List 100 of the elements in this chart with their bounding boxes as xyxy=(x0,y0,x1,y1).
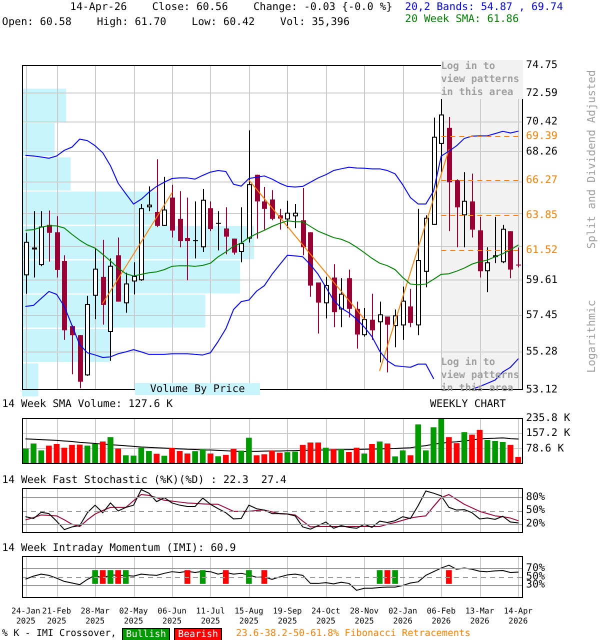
bar xyxy=(469,434,475,464)
x-tick-label: 28-Nov 2025 xyxy=(350,606,379,626)
bar xyxy=(38,450,44,464)
candlestick xyxy=(316,282,321,334)
bar xyxy=(184,453,190,464)
bar xyxy=(376,442,383,464)
y-tick-label: 157.2 K xyxy=(526,427,571,440)
candlestick xyxy=(208,200,213,232)
bar xyxy=(392,456,398,464)
candlestick xyxy=(285,200,290,229)
bar xyxy=(238,450,244,464)
bar xyxy=(246,438,252,464)
ref-line-label: 69.39 xyxy=(526,130,558,142)
bar xyxy=(415,424,422,464)
y-tick-label: 57.45 xyxy=(526,309,558,322)
candlestick xyxy=(147,186,152,212)
x-tick-label: 24-Oct 2025 xyxy=(311,606,340,626)
bar xyxy=(146,450,152,464)
chart-subtitle: Open: 60.58 High: 61.70 Low: 60.42 Vol: 35,396 xyxy=(2,16,350,28)
text: 20 Week SMA: 61.86 xyxy=(405,13,520,25)
bar xyxy=(22,448,29,464)
bar xyxy=(476,430,483,464)
bar xyxy=(315,442,322,464)
y-tick-label: 80% xyxy=(526,490,546,503)
x-tick-label: 13-Mar 2026 xyxy=(465,606,494,626)
bar xyxy=(338,449,344,464)
bar xyxy=(322,448,329,464)
y-tick-label: 68.26 xyxy=(526,145,558,158)
bar xyxy=(369,444,375,464)
text: WEEKLY CHART xyxy=(430,398,506,410)
text: Logarithmic xyxy=(585,300,598,373)
bar xyxy=(176,450,183,464)
bar xyxy=(500,442,506,464)
y-tick-label: 78.6 K xyxy=(526,442,565,454)
candlestick xyxy=(485,246,490,293)
text: Volume By Price xyxy=(135,383,260,395)
bar xyxy=(508,444,514,464)
ref-line-label: 61.52 xyxy=(526,244,558,256)
bar xyxy=(115,448,122,464)
bar xyxy=(69,444,75,464)
candlestick xyxy=(193,200,198,259)
x-tick-label: 11-Jul 2025 xyxy=(196,606,226,626)
y-axis-title: Split and Dividend Adjusted xyxy=(585,70,598,249)
bar xyxy=(138,448,144,464)
candlestick xyxy=(216,210,221,251)
candlestick xyxy=(401,286,406,340)
y-tick-label: 50% xyxy=(526,504,546,516)
candlestick xyxy=(462,172,467,248)
candlestick xyxy=(516,247,521,268)
y-tick-label: 53.12 xyxy=(526,383,558,396)
y-tick-label: 20% xyxy=(526,518,546,530)
y-tick-label: 235.8 K xyxy=(526,412,571,424)
bar xyxy=(30,443,36,464)
candlestick xyxy=(339,278,344,328)
x-tick-label: 21-Feb 2025 xyxy=(42,606,72,626)
x-tick-label: 28-Mar 2025 xyxy=(80,606,110,626)
x-tick-label: 24-Jan 2025 xyxy=(11,606,40,626)
bar xyxy=(276,452,283,464)
bar xyxy=(192,451,198,464)
candlestick xyxy=(162,176,167,226)
bar xyxy=(108,437,114,464)
x-tick-label: 06-Feb 2026 xyxy=(426,606,456,626)
bar xyxy=(438,418,444,464)
candlestick xyxy=(178,190,183,248)
bar xyxy=(130,456,136,464)
bar xyxy=(254,455,260,464)
y-tick-label: 70.42 xyxy=(526,116,558,128)
bar xyxy=(461,432,468,464)
text: 20,2 Bands: 54.87 , 69.74 xyxy=(405,1,564,13)
bar xyxy=(269,450,275,464)
bar xyxy=(422,450,429,464)
text: Bearish xyxy=(174,628,222,640)
candlestick xyxy=(124,272,129,314)
bar xyxy=(400,450,406,464)
candlestick xyxy=(224,206,229,255)
candlestick xyxy=(262,186,267,230)
ref-line-label: 66.27 xyxy=(526,174,558,186)
candlestick xyxy=(232,238,237,256)
bar xyxy=(200,449,206,464)
chart-title: 14-Apr-26 Close: 60.56 Change: -0.03 {-0.0 %} xyxy=(70,1,392,13)
y-tick-label: 72.59 xyxy=(526,86,558,99)
y-tick-label: 55.28 xyxy=(526,346,558,358)
candlestick xyxy=(132,262,137,295)
chart-title: 14 Week SMA Volume: 127.6 K xyxy=(2,398,173,410)
candlestick xyxy=(239,206,244,263)
bar xyxy=(122,455,129,464)
bar xyxy=(330,449,336,464)
y-tick-label: 74.75 xyxy=(526,59,558,72)
x-tick-label: 19-Sep 2025 xyxy=(272,606,302,626)
bar xyxy=(154,454,160,464)
text: 23.6-38.2-50-61.8% Fibonacci Retracements xyxy=(236,628,470,640)
x-tick-label: 15-Aug 2025 xyxy=(234,606,264,626)
bar xyxy=(230,448,236,464)
candlestick xyxy=(293,204,298,229)
bar xyxy=(100,442,106,464)
bar xyxy=(169,448,175,464)
bar xyxy=(76,444,83,464)
candlestick xyxy=(270,190,275,221)
candlestick xyxy=(324,276,329,319)
bar xyxy=(308,442,314,464)
